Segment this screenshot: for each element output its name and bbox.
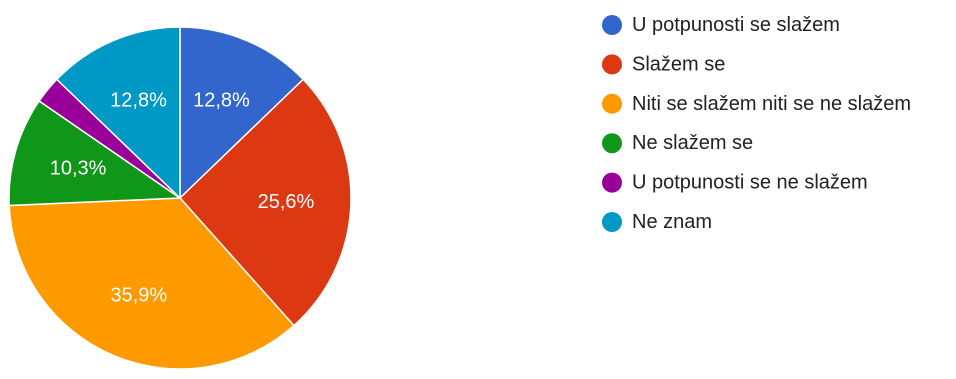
legend-swatch [602, 212, 622, 232]
legend-item-ne-znam[interactable]: Ne znam [602, 211, 712, 233]
legend-swatch [602, 15, 622, 35]
pie-slice-ne-slazem-se[interactable] [8, 99, 183, 207]
pie-slice-u-potpunosti-se-slazem[interactable] [179, 26, 305, 200]
pie-slices [8, 26, 352, 370]
legend-label: Ne znam [632, 211, 712, 233]
legend-item-u-potpunosti-se-slazem[interactable]: U potpunosti se slažem [602, 14, 840, 36]
pie-slice-labels: 12,8% 25,6% 35,9% 10,3% 12,8% [50, 89, 315, 306]
legend-swatch [602, 93, 622, 114]
legend-item-ne-slazem-se[interactable]: Ne slažem se [602, 132, 753, 154]
legend-item-u-potpunosti-se-ne-slazem[interactable]: U potpunosti se ne slažem [602, 172, 868, 194]
pie-slice-slazem-se[interactable] [178, 78, 352, 327]
pie-slice-niti-se-slazem-niti-se-ne-slazem[interactable] [8, 197, 295, 370]
slice-label-u-potpunosti-se-slazem: 12,8% [193, 89, 250, 111]
legend-label: Ne slažem se [632, 132, 753, 154]
legend-item-slazem-se[interactable]: Slažem se [602, 53, 725, 75]
slice-label-niti-se-slazem-niti-se-ne-slazem: 35,9% [110, 285, 167, 307]
legend-label: U potpunosti se slažem [632, 14, 840, 36]
legend-label: Slažem se [632, 53, 725, 75]
legend-swatch [602, 172, 622, 193]
slice-label-slazem-se: 25,6% [258, 191, 315, 213]
slice-label-ne-slazem-se: 10,3% [50, 158, 107, 180]
pie-slice-ne-znam[interactable] [55, 26, 181, 200]
legend-label: Niti se slažem niti se ne slažem [632, 93, 911, 115]
legend: U potpunosti se slažem Slažem se Niti se s… [602, 14, 911, 233]
legend-swatch [602, 54, 622, 75]
legend-item-niti-se-slazem-niti-se-ne-slazem[interactable]: Niti se slažem niti se ne slažem [602, 93, 911, 115]
slice-label-ne-znam: 12,8% [110, 89, 167, 111]
legend-label: U potpunosti se ne slažem [632, 172, 868, 194]
legend-swatch [602, 133, 622, 154]
